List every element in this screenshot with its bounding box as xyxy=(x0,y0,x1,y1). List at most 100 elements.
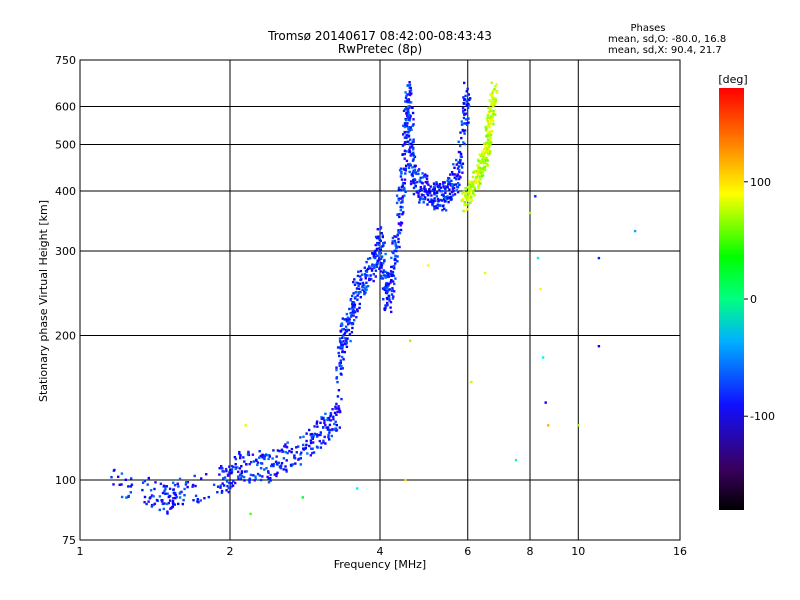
data-point xyxy=(494,113,497,116)
data-point xyxy=(489,138,492,141)
data-point xyxy=(361,281,365,285)
data-point xyxy=(125,496,128,499)
data-point xyxy=(453,193,457,196)
data-point xyxy=(492,122,495,126)
data-point xyxy=(419,186,422,189)
data-point xyxy=(272,462,276,466)
data-point xyxy=(426,198,430,201)
data-point xyxy=(411,174,414,178)
data-points xyxy=(110,81,637,516)
data-point xyxy=(398,231,402,235)
data-point xyxy=(487,150,490,153)
data-point xyxy=(326,418,329,422)
data-point xyxy=(469,193,472,197)
data-point xyxy=(258,450,261,453)
data-point xyxy=(404,478,407,482)
data-point xyxy=(175,495,179,499)
data-point xyxy=(442,193,445,196)
data-point xyxy=(380,264,384,267)
data-point xyxy=(336,395,340,398)
data-point xyxy=(494,85,497,88)
data-point xyxy=(466,199,469,202)
data-point xyxy=(406,84,409,87)
data-point xyxy=(402,167,405,170)
x-tick-label: 4 xyxy=(377,545,384,558)
data-point xyxy=(326,428,330,431)
data-point xyxy=(242,456,245,459)
data-point xyxy=(480,171,483,174)
data-point xyxy=(387,294,391,298)
data-point xyxy=(401,213,404,216)
data-point xyxy=(174,493,178,497)
data-point xyxy=(487,142,490,145)
data-point xyxy=(293,454,296,457)
data-point xyxy=(178,496,182,499)
data-point xyxy=(341,345,344,349)
data-point xyxy=(350,307,354,310)
data-point xyxy=(258,456,261,459)
data-point xyxy=(465,90,468,93)
data-point xyxy=(237,477,240,481)
data-point xyxy=(322,441,325,444)
data-point xyxy=(285,470,288,473)
x-tick-label: 1 xyxy=(77,545,84,558)
data-point xyxy=(378,247,382,251)
data-point xyxy=(401,181,405,185)
colorbar-tick-label: 0 xyxy=(750,293,757,306)
data-point xyxy=(389,306,392,309)
data-point xyxy=(250,460,253,464)
data-point xyxy=(486,130,490,133)
data-point xyxy=(345,320,349,323)
data-point xyxy=(284,450,287,454)
data-point xyxy=(477,180,480,183)
data-point xyxy=(403,149,407,152)
data-point xyxy=(268,454,271,457)
data-point xyxy=(124,478,127,481)
data-point xyxy=(315,445,319,448)
data-point xyxy=(441,208,444,212)
data-point xyxy=(355,316,358,319)
data-point xyxy=(352,303,355,307)
data-point xyxy=(346,337,349,340)
data-point xyxy=(481,169,484,172)
data-point xyxy=(350,331,354,334)
data-point xyxy=(186,485,189,489)
data-point xyxy=(409,164,413,167)
data-point xyxy=(309,439,313,442)
data-point xyxy=(456,190,460,194)
data-point xyxy=(442,185,445,188)
data-point xyxy=(336,410,339,414)
data-point xyxy=(172,481,175,484)
data-point xyxy=(285,445,289,449)
data-point xyxy=(355,281,358,284)
data-point xyxy=(366,274,369,277)
data-point xyxy=(379,252,383,255)
data-point xyxy=(335,413,338,416)
data-point xyxy=(467,191,471,194)
data-point xyxy=(411,152,414,156)
data-point xyxy=(411,140,414,144)
data-point xyxy=(359,296,362,299)
data-point xyxy=(480,174,484,178)
data-point xyxy=(487,140,491,143)
data-point xyxy=(323,419,326,422)
data-point xyxy=(182,498,185,502)
data-point xyxy=(405,140,408,144)
data-point xyxy=(378,251,381,254)
data-point xyxy=(237,475,240,478)
data-point xyxy=(353,311,357,314)
data-point xyxy=(261,475,264,478)
data-point xyxy=(467,98,471,102)
data-point xyxy=(168,499,172,502)
data-point xyxy=(161,491,165,495)
data-point xyxy=(335,366,338,369)
data-point xyxy=(451,185,454,189)
data-point xyxy=(267,471,270,474)
data-point xyxy=(234,463,237,466)
data-point xyxy=(263,455,266,458)
data-point xyxy=(219,484,222,487)
data-point xyxy=(311,447,314,450)
data-point xyxy=(495,83,498,86)
data-point xyxy=(399,188,403,192)
